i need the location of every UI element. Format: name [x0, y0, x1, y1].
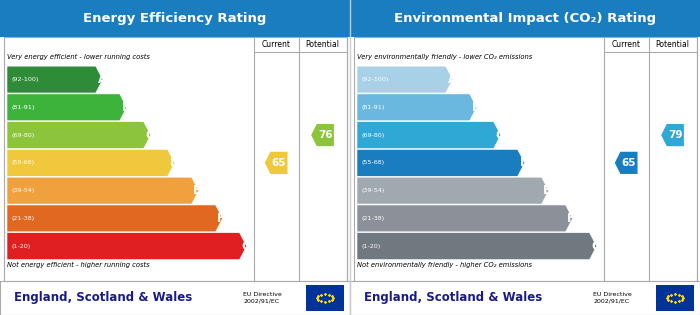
- Polygon shape: [7, 66, 103, 93]
- Polygon shape: [357, 94, 477, 121]
- Text: (21-38): (21-38): [11, 216, 35, 221]
- Text: G: G: [241, 240, 251, 253]
- Bar: [4, 37, 346, 281]
- Text: (55-68): (55-68): [362, 160, 385, 165]
- Polygon shape: [357, 66, 453, 93]
- Text: Current: Current: [612, 40, 640, 49]
- Text: (21-38): (21-38): [362, 216, 385, 221]
- Bar: [350, 281, 700, 315]
- Text: EU Directive
2002/91/EC: EU Directive 2002/91/EC: [594, 292, 632, 304]
- Polygon shape: [7, 122, 150, 148]
- Text: (92-100): (92-100): [11, 77, 39, 82]
- Text: D: D: [519, 156, 529, 169]
- Text: Very environmentally friendly - lower CO₂ emissions: Very environmentally friendly - lower CO…: [357, 54, 532, 60]
- Bar: [350, 0, 700, 37]
- Text: A: A: [97, 73, 106, 86]
- Polygon shape: [7, 94, 127, 121]
- Text: (55-68): (55-68): [11, 160, 35, 165]
- Text: C: C: [146, 129, 154, 141]
- Text: Not energy efficient - higher running costs: Not energy efficient - higher running co…: [7, 262, 150, 268]
- Polygon shape: [7, 177, 199, 204]
- Text: (69-80): (69-80): [362, 133, 385, 138]
- Text: E: E: [543, 184, 552, 197]
- Polygon shape: [661, 124, 684, 146]
- Text: Energy Efficiency Rating: Energy Efficiency Rating: [83, 12, 267, 25]
- Text: 76: 76: [318, 130, 332, 140]
- Polygon shape: [357, 122, 500, 148]
- Polygon shape: [357, 177, 549, 204]
- Bar: [0, 0, 350, 37]
- Polygon shape: [357, 205, 573, 232]
- Text: (81-91): (81-91): [362, 105, 385, 110]
- Polygon shape: [357, 149, 524, 176]
- Polygon shape: [357, 233, 596, 260]
- Text: Very energy efficient - lower running costs: Very energy efficient - lower running co…: [7, 54, 150, 60]
- Text: (39-54): (39-54): [362, 188, 385, 193]
- Bar: [657, 285, 694, 311]
- Text: E: E: [193, 184, 202, 197]
- Text: F: F: [217, 212, 225, 225]
- Bar: [354, 37, 696, 281]
- Text: 65: 65: [622, 158, 636, 168]
- Text: (1-20): (1-20): [362, 243, 381, 249]
- Text: C: C: [496, 129, 504, 141]
- Text: B: B: [121, 101, 130, 114]
- Text: Potential: Potential: [655, 40, 690, 49]
- Text: (81-91): (81-91): [11, 105, 35, 110]
- Text: Not environmentally friendly - higher CO₂ emissions: Not environmentally friendly - higher CO…: [357, 262, 532, 268]
- Text: G: G: [592, 240, 601, 253]
- Polygon shape: [7, 205, 223, 232]
- Text: (92-100): (92-100): [362, 77, 389, 82]
- Text: 65: 65: [272, 158, 286, 168]
- Polygon shape: [311, 124, 334, 146]
- Text: England, Scotland & Wales: England, Scotland & Wales: [14, 291, 192, 305]
- Text: England, Scotland & Wales: England, Scotland & Wales: [364, 291, 542, 305]
- Text: F: F: [567, 212, 575, 225]
- Polygon shape: [7, 233, 246, 260]
- Text: Current: Current: [262, 40, 290, 49]
- Polygon shape: [265, 152, 288, 174]
- Text: D: D: [169, 156, 179, 169]
- Text: EU Directive
2002/91/EC: EU Directive 2002/91/EC: [244, 292, 282, 304]
- Bar: [0, 281, 350, 315]
- Bar: [307, 285, 344, 311]
- Text: A: A: [447, 73, 456, 86]
- Polygon shape: [615, 152, 638, 174]
- Polygon shape: [7, 149, 174, 176]
- Text: (1-20): (1-20): [11, 243, 31, 249]
- Text: Environmental Impact (CO₂) Rating: Environmental Impact (CO₂) Rating: [394, 12, 656, 25]
- Text: 79: 79: [668, 130, 682, 140]
- Text: Potential: Potential: [305, 40, 340, 49]
- Text: B: B: [471, 101, 480, 114]
- Text: (39-54): (39-54): [11, 188, 35, 193]
- Text: (69-80): (69-80): [11, 133, 35, 138]
